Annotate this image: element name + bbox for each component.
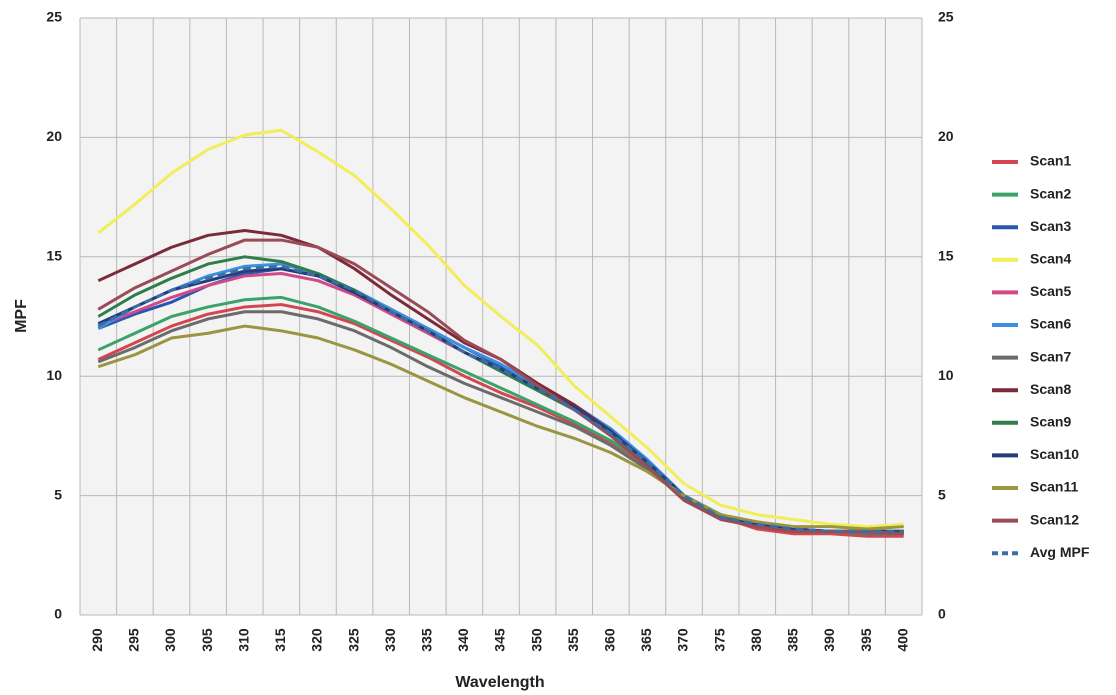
x-tick-label: 320 bbox=[309, 628, 325, 652]
x-tick-label: 325 bbox=[345, 628, 361, 652]
legend-label: Scan5 bbox=[1030, 283, 1071, 299]
y-tick-label: 25 bbox=[46, 9, 62, 25]
legend-label: Scan9 bbox=[1030, 414, 1071, 430]
y2-tick-label: 15 bbox=[938, 248, 954, 264]
x-tick-label: 350 bbox=[528, 628, 544, 652]
x-tick-label: 360 bbox=[602, 628, 618, 652]
legend-label: Scan6 bbox=[1030, 316, 1071, 332]
y2-tick-label: 25 bbox=[938, 9, 954, 25]
legend-label: Avg MPF bbox=[1030, 544, 1090, 560]
x-tick-label: 345 bbox=[492, 628, 508, 652]
x-tick-label: 335 bbox=[418, 628, 434, 652]
x-tick-label: 330 bbox=[382, 628, 398, 652]
legend-label: Scan2 bbox=[1030, 185, 1071, 201]
x-tick-label: 340 bbox=[455, 628, 471, 652]
x-tick-label: 355 bbox=[565, 628, 581, 652]
legend-label: Scan1 bbox=[1030, 153, 1071, 169]
legend-label: Scan12 bbox=[1030, 511, 1079, 527]
legend-label: Scan8 bbox=[1030, 381, 1071, 397]
legend-label: Scan4 bbox=[1030, 251, 1071, 267]
x-tick-label: 390 bbox=[821, 628, 837, 652]
legend-label: Scan7 bbox=[1030, 348, 1071, 364]
x-tick-label: 310 bbox=[235, 628, 251, 652]
legend-label: Scan11 bbox=[1030, 479, 1078, 495]
x-tick-label: 295 bbox=[126, 628, 142, 652]
x-tick-label: 370 bbox=[675, 628, 691, 652]
y2-tick-label: 0 bbox=[938, 606, 946, 622]
x-tick-label: 315 bbox=[272, 628, 288, 652]
x-axis-title: Wavelength bbox=[455, 674, 544, 691]
y-tick-label: 20 bbox=[46, 128, 62, 144]
x-tick-label: 400 bbox=[894, 628, 910, 652]
legend-label: Scan10 bbox=[1030, 446, 1079, 462]
x-tick-label: 395 bbox=[858, 628, 874, 652]
y-axis-title: MPF bbox=[13, 299, 30, 333]
x-tick-label: 380 bbox=[748, 628, 764, 652]
x-tick-label: 375 bbox=[711, 628, 727, 652]
y2-tick-label: 10 bbox=[938, 367, 954, 383]
x-tick-label: 290 bbox=[89, 628, 105, 652]
legend-label: Scan3 bbox=[1030, 218, 1071, 234]
y-tick-label: 10 bbox=[46, 367, 62, 383]
y2-tick-label: 5 bbox=[938, 486, 946, 502]
chart: MPF Wavelength 0 0 5 5 10 10 15 15 20 20 25 25 290 29… bbox=[0, 0, 1116, 695]
x-tick-label: 365 bbox=[638, 628, 654, 652]
y-tick-label: 5 bbox=[54, 486, 62, 502]
y2-tick-label: 20 bbox=[938, 128, 954, 144]
y-tick-label: 15 bbox=[46, 248, 62, 264]
x-tick-label: 385 bbox=[785, 628, 801, 652]
y-tick-label: 0 bbox=[54, 606, 62, 622]
x-tick-label: 305 bbox=[199, 628, 215, 652]
x-tick-label: 300 bbox=[162, 628, 178, 652]
